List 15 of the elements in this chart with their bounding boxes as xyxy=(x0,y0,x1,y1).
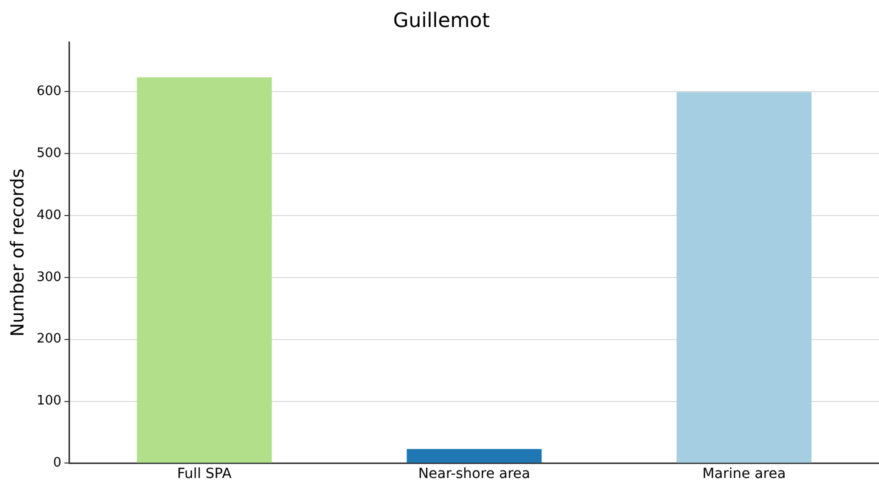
x-tick-label: Marine area xyxy=(702,466,786,482)
bar xyxy=(676,92,812,463)
bar xyxy=(406,448,542,463)
y-tick-label: 0 xyxy=(53,456,62,471)
y-tick-label: 600 xyxy=(36,84,62,99)
y-tick-label: 100 xyxy=(36,394,62,409)
y-tick-label: 200 xyxy=(36,332,62,347)
x-tick-label: Full SPA xyxy=(177,466,232,482)
bar xyxy=(136,77,272,463)
y-axis-title: Number of records xyxy=(7,168,28,337)
y-tick-label: 400 xyxy=(36,208,62,223)
chart-title: Guillemot xyxy=(393,8,490,32)
x-tick-label: Near-shore area xyxy=(418,466,530,482)
y-tick-label: 500 xyxy=(36,146,62,161)
y-tick-label: 300 xyxy=(36,270,62,285)
